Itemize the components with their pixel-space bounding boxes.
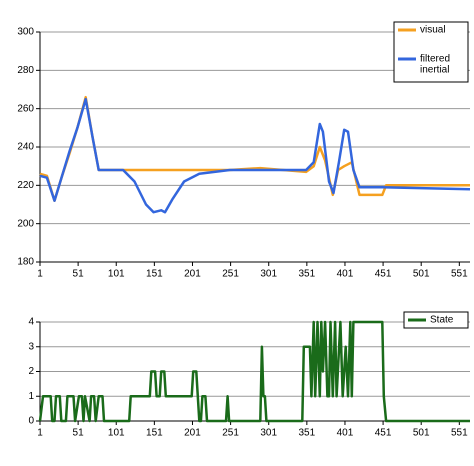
x-tick-label: 401 <box>337 428 354 439</box>
x-tick-label: 1 <box>37 428 43 439</box>
y-tick-label: 1 <box>28 391 34 402</box>
x-tick-label: 101 <box>108 428 125 439</box>
series-line <box>39 97 471 214</box>
legend-label: State <box>430 315 454 326</box>
x-tick-label: 101 <box>108 269 125 280</box>
x-tick-label: 551 <box>451 428 468 439</box>
x-tick-label: 201 <box>184 269 201 280</box>
series-line <box>38 320 470 423</box>
legend-label: filtered <box>420 54 450 65</box>
y-tick-label: 0 <box>28 416 34 427</box>
x-tick-label: 51 <box>73 269 85 280</box>
y-tick-label: 3 <box>28 341 34 352</box>
x-tick-label: 251 <box>222 269 239 280</box>
y-tick-label: 240 <box>17 142 34 153</box>
x-tick-label: 351 <box>299 428 316 439</box>
x-tick-label: 51 <box>73 428 85 439</box>
x-tick-label: 301 <box>260 269 277 280</box>
legend-box <box>393 21 469 83</box>
x-tick-label: 351 <box>299 269 316 280</box>
y-tick-label: 4 <box>28 317 34 328</box>
x-tick-label: 451 <box>375 269 392 280</box>
legend-box <box>403 311 469 329</box>
x-tick-label: 1 <box>37 269 43 280</box>
y-tick-label: 200 <box>17 218 34 229</box>
x-tick-label: 501 <box>413 269 430 280</box>
x-tick-label: 501 <box>413 428 430 439</box>
y-tick-label: 300 <box>17 27 34 38</box>
x-tick-label: 151 <box>146 428 163 439</box>
y-tick-label: 180 <box>17 257 34 268</box>
x-tick-label: 151 <box>146 269 163 280</box>
legend-label: visual <box>420 25 446 36</box>
x-tick-label: 301 <box>260 428 277 439</box>
y-tick-label: 2 <box>28 366 34 377</box>
x-tick-label: 551 <box>451 269 468 280</box>
x-tick-label: 201 <box>184 428 201 439</box>
x-tick-label: 251 <box>222 428 239 439</box>
y-tick-label: 220 <box>17 180 34 191</box>
y-tick-label: 280 <box>17 65 34 76</box>
y-tick-label: 260 <box>17 103 34 114</box>
legend-label: inertial <box>420 65 449 76</box>
x-tick-label: 451 <box>375 428 392 439</box>
x-tick-label: 401 <box>337 269 354 280</box>
